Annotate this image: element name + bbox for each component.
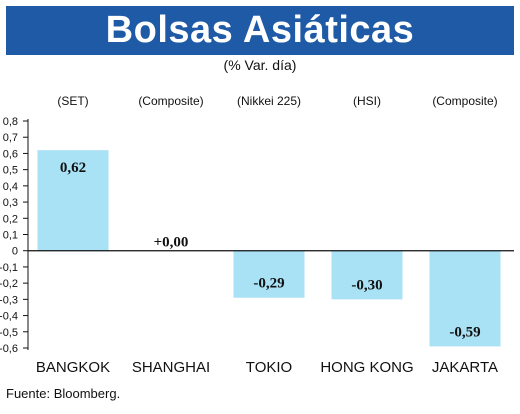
y-tick-label: -0,3: [0, 294, 18, 306]
category-label: HONG KONG: [320, 359, 413, 376]
y-tick-label: 0,3: [3, 197, 18, 209]
index-label: (SET): [57, 94, 88, 108]
y-tick-label: 0,7: [3, 132, 18, 144]
chart-subtitle: (% Var. día): [223, 57, 297, 73]
y-tick-label: 0,4: [3, 181, 18, 193]
bar: [429, 250, 501, 347]
y-tick-label: 0,2: [3, 213, 18, 225]
category-label: TOKIO: [246, 359, 292, 376]
y-tick-label: 0,8: [3, 116, 18, 128]
y-tick-label: -0,5: [0, 327, 18, 339]
value-label: -0,59: [449, 324, 480, 340]
source-note: Fuente: Bloomberg.: [6, 386, 121, 401]
y-tick-label: 0,6: [3, 148, 18, 160]
chart-title: Bolsas Asiáticas: [105, 9, 415, 51]
bar: [233, 250, 305, 298]
index-label: (Composite): [432, 94, 497, 108]
index-label: (Nikkei 225): [237, 94, 301, 108]
title-bar: Bolsas Asiáticas: [6, 6, 514, 55]
y-tick-label: -0,6: [0, 343, 18, 355]
value-label: +0,00: [154, 235, 189, 251]
y-tick-label: 0,5: [3, 165, 18, 177]
index-label: (Composite): [138, 94, 203, 108]
bar: [331, 250, 403, 300]
value-label: -0,29: [253, 276, 284, 292]
y-tick-label: -0,1: [0, 262, 18, 274]
category-label: JAKARTA: [432, 359, 498, 376]
y-tick-label: -0,2: [0, 278, 18, 290]
value-label: -0,30: [351, 277, 382, 293]
y-tick-label: 0: [12, 246, 18, 258]
category-label: SHANGHAI: [132, 359, 210, 376]
y-tick-label: 0,1: [3, 230, 18, 242]
bar: [37, 150, 109, 251]
value-label: 0,62: [60, 160, 86, 176]
category-label: BANGKOK: [36, 359, 110, 376]
y-tick-label: -0,4: [0, 311, 18, 323]
index-label: (HSI): [353, 94, 381, 108]
